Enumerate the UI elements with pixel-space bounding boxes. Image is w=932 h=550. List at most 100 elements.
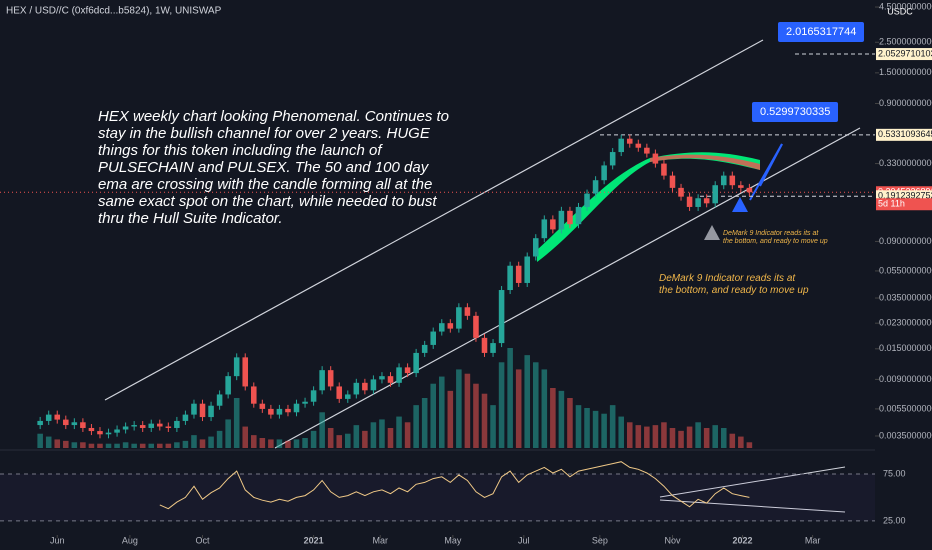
candle-body — [481, 337, 488, 353]
candle-body — [191, 403, 197, 415]
volume-bar — [97, 443, 103, 448]
volume-bar — [686, 426, 693, 448]
candle-body — [635, 143, 642, 148]
candle-body — [165, 426, 172, 428]
candle-body — [259, 403, 266, 409]
volume-bar — [319, 412, 325, 448]
currency: USDC — [887, 6, 913, 16]
volume-bar — [276, 439, 283, 448]
volume-bar — [558, 390, 565, 448]
volume-bar — [122, 442, 129, 448]
volume-bar — [80, 442, 86, 448]
candle-body — [584, 193, 590, 207]
x-tick-label: Jun — [50, 535, 65, 545]
y-tick-label: 0.9000000000 — [879, 98, 932, 108]
volume-bar — [532, 362, 539, 448]
x-tick-label: Nov — [664, 535, 681, 545]
volume-bar — [225, 419, 231, 448]
volume-bar — [652, 425, 659, 448]
candle-body — [678, 187, 684, 197]
price-level-label: 2.0529710103 — [878, 48, 932, 58]
candle-body — [310, 390, 317, 402]
candle-body — [498, 290, 505, 344]
candle-body — [63, 419, 69, 426]
candle-body — [353, 382, 360, 395]
candle-body — [319, 370, 325, 391]
volume-bar — [490, 405, 496, 448]
volume-bar — [242, 426, 249, 448]
price-axis-bg — [875, 0, 932, 550]
candle-body — [456, 307, 462, 329]
volume-bar — [362, 430, 368, 448]
volume-bar — [139, 443, 146, 448]
candle-body — [122, 426, 129, 430]
volume-bar — [438, 376, 445, 448]
x-tick-label: Oct — [196, 535, 211, 545]
candle-body — [729, 175, 736, 186]
volume-bar — [609, 405, 616, 448]
y-tick-label: 0.0230000000 — [879, 318, 932, 328]
candle-body — [71, 422, 78, 426]
volume-bar — [456, 369, 462, 448]
candle-body — [644, 147, 650, 154]
candle-body — [97, 431, 103, 435]
y-tick-label: 0.0150000000 — [879, 343, 932, 353]
volume-bar — [293, 439, 300, 448]
volume-bar — [370, 422, 377, 448]
candle-body — [54, 414, 61, 420]
candle-body — [592, 180, 599, 194]
candle-body — [575, 206, 582, 225]
candle-body — [225, 376, 231, 395]
volume-bar — [473, 383, 479, 448]
volume-bar — [746, 442, 753, 448]
candle-body — [601, 165, 607, 181]
x-tick-label: 2021 — [304, 535, 324, 545]
volume-bar — [720, 428, 727, 448]
x-tick-label: May — [444, 535, 462, 545]
volume-bar — [302, 438, 308, 448]
candle-body — [532, 238, 539, 257]
volume-bar — [678, 430, 684, 448]
candle-body — [430, 331, 437, 345]
price-level-label: 0.5331093645 — [878, 129, 932, 139]
candle-body — [379, 376, 385, 380]
volume-bar — [524, 355, 530, 448]
candle-body — [626, 138, 633, 144]
candle-body — [216, 394, 223, 406]
volume-bar — [387, 428, 394, 448]
volume-bar — [498, 362, 505, 448]
volume-bar — [413, 405, 419, 448]
candle-body — [148, 423, 155, 428]
rsi-trendline — [659, 466, 846, 498]
target-label: 0.5299730335 — [752, 102, 839, 122]
candle-body — [558, 210, 565, 230]
volume-bar — [584, 408, 590, 448]
candle-body — [447, 323, 454, 329]
x-tick-label: Mar — [372, 535, 388, 545]
y-tick-label: 0.0550000000 — [879, 265, 932, 275]
x-tick-label: Aug — [122, 535, 138, 545]
candle-body — [473, 315, 479, 338]
volume-bar — [592, 410, 599, 448]
candle-body — [233, 357, 240, 377]
candle-body — [157, 423, 163, 427]
candle-body — [268, 408, 274, 415]
candle-body — [720, 175, 727, 186]
candle-body — [182, 414, 189, 421]
volume-bar — [165, 443, 172, 448]
demark-note: DeMark 9 Indicator reads its at the bott… — [659, 273, 809, 296]
volume-bar — [191, 435, 197, 448]
volume-bar — [729, 433, 736, 448]
candle-body — [661, 163, 667, 176]
countdown-bg — [876, 198, 932, 211]
rsi-tick-label: 75.00 — [883, 468, 906, 478]
chart-header: HEX / USD//C (0xf6dcd...b5824), 1W, UNIS… — [6, 6, 222, 17]
candle-body — [242, 357, 249, 387]
volume-bar — [114, 443, 120, 448]
volume-bar — [268, 439, 274, 448]
volume-bar — [481, 393, 488, 448]
target-label: 2.0165317744 — [778, 22, 865, 42]
x-tick-label: Sep — [592, 535, 608, 545]
